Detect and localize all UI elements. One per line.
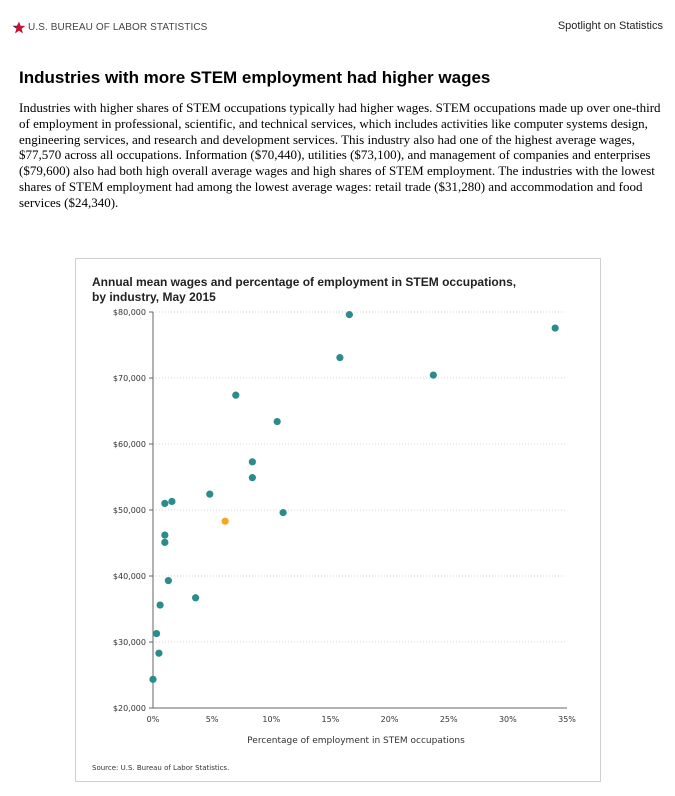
x-tick-label: 20% (381, 715, 399, 724)
x-tick-label: 5% (206, 715, 219, 724)
y-tick-label: $30,000 (113, 638, 146, 647)
data-point[interactable] (248, 458, 256, 466)
x-tick-labels: 0% 5% 10% 15% 20% 25% 30% 35% (147, 715, 577, 724)
bls-logo[interactable]: U.S. BUREAU OF LABOR STATISTICS (12, 21, 207, 34)
data-point[interactable] (232, 391, 240, 399)
chart-title-line-1: Annual mean wages and percentage of empl… (92, 275, 516, 289)
data-point[interactable] (191, 594, 200, 602)
data-point[interactable] (206, 490, 214, 498)
y-tick-label: $70,000 (113, 374, 146, 383)
data-point[interactable] (551, 324, 559, 332)
x-tick-label: 30% (499, 715, 517, 724)
x-tick-label: 35% (558, 715, 576, 724)
chart-title-line-2: by industry, May 2015 (92, 290, 216, 304)
data-point[interactable] (248, 474, 256, 482)
y-tick-label: $80,000 (113, 308, 146, 317)
data-point[interactable] (168, 497, 176, 506)
data-point[interactable] (336, 353, 344, 362)
data-point[interactable] (152, 629, 161, 638)
data-point[interactable] (164, 577, 172, 585)
intro-paragraph: Industries with higher shares of STEM oc… (19, 100, 661, 210)
data-point[interactable] (273, 417, 281, 426)
data-point[interactable] (161, 538, 169, 546)
data-point[interactable] (161, 531, 169, 539)
y-tick-label: $50,000 (113, 506, 146, 515)
x-axis-label: Percentage of employment in STEM occupat… (247, 736, 465, 746)
data-point[interactable] (345, 311, 353, 319)
y-tick-label: $20,000 (113, 704, 146, 713)
highlighted-data-point[interactable] (221, 517, 229, 525)
star-icon (12, 21, 26, 34)
data-point[interactable] (161, 499, 169, 507)
data-points (149, 311, 559, 683)
axes (149, 311, 567, 709)
page-header: U.S. BUREAU OF LABOR STATISTICS Spotligh… (0, 0, 675, 50)
page-title: Industries with more STEM employment had… (19, 68, 491, 87)
data-point[interactable] (429, 371, 437, 379)
data-point[interactable] (149, 675, 157, 683)
spotlight-link[interactable]: Spotlight on Statistics (557, 20, 663, 32)
scatter-chart: Annual mean wages and percentage of empl… (92, 275, 577, 772)
chart-source: Source: U.S. Bureau of Labor Statistics. (92, 764, 229, 772)
data-point[interactable] (156, 601, 164, 609)
y-tick-labels: $20,000 $30,000 $40,000 $50,000 $60,000 $70,0… (113, 308, 146, 713)
gridlines (153, 311, 567, 643)
data-point[interactable] (279, 509, 287, 517)
x-tick-label: 15% (322, 715, 340, 724)
x-tick-label: 0% (147, 715, 160, 724)
y-tick-label: $40,000 (113, 572, 146, 581)
x-tick-label: 25% (440, 715, 458, 724)
data-point[interactable] (155, 649, 163, 657)
x-tick-label: 10% (262, 715, 280, 724)
chart-container: Annual mean wages and percentage of empl… (75, 258, 601, 782)
y-tick-label: $60,000 (113, 440, 146, 449)
agency-name: U.S. BUREAU OF LABOR STATISTICS (28, 22, 208, 33)
